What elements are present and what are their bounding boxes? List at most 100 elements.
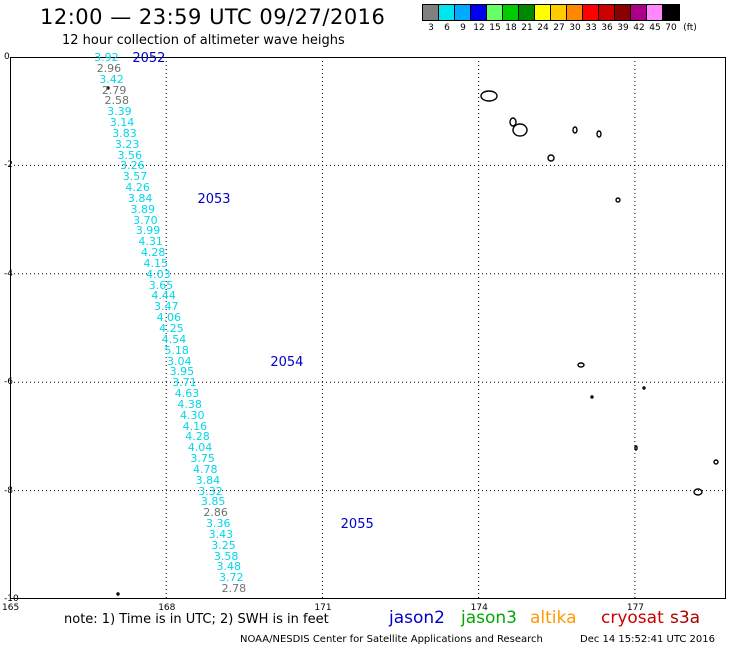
wave-height-value: 3.75 [190, 452, 215, 466]
wave-height-value: 3.57 [122, 170, 148, 184]
color-scale-label: 27 [553, 23, 565, 33]
wave-height-value: 3.48 [216, 560, 241, 574]
island-outline [596, 130, 602, 138]
latitude-tick-label: -2 [4, 160, 13, 171]
color-scale-label: 36 [601, 23, 613, 33]
wave-height-value: 4.25 [159, 322, 184, 335]
island-outline [572, 126, 578, 134]
wave-height-value: 4.63 [174, 387, 200, 401]
island-outline [116, 592, 120, 596]
wave-height-value: 2.86 [203, 506, 228, 520]
map-title: 12:00 — 23:59 UTC 09/27/2016 [40, 5, 386, 29]
color-scale-box [663, 5, 679, 20]
color-scale-box [583, 5, 599, 20]
wave-height-value: 4.30 [180, 408, 205, 422]
wave-height-value: 3.04 [166, 354, 192, 368]
latitude-tick-label: -8 [4, 485, 13, 496]
wave-height-value: 3.89 [130, 202, 156, 216]
wave-height-value: 2.96 [96, 61, 122, 75]
color-scale-label: 9 [460, 23, 466, 33]
latitude-tick-label: -4 [4, 268, 13, 279]
satellite-legend-item: cryosat [601, 608, 664, 628]
orbit-number: 2054 [270, 354, 304, 370]
wave-height-value: 3.85 [200, 495, 226, 509]
color-scale-label: 6 [444, 23, 450, 33]
latitude-tick-label: 0 [4, 52, 10, 62]
wave-height-value: 5.18 [164, 343, 189, 357]
wave-height-value: 2.78 [221, 582, 247, 596]
island-outline [590, 395, 594, 399]
wave-height-value: 3.14 [109, 116, 135, 130]
wave-height-value: 3.92 [94, 51, 119, 64]
satellite-legend-item: jason2 [389, 608, 445, 628]
color-scale-label: 18 [505, 23, 517, 33]
color-scale-box [647, 5, 663, 20]
wave-height-value: 3.47 [153, 300, 179, 314]
color-scale-label: 30 [569, 23, 581, 33]
wave-height-value: 3.84 [127, 191, 153, 205]
island-outline [512, 123, 528, 137]
island-outline [480, 90, 498, 102]
color-scale-label: 3 [428, 23, 434, 33]
color-scale-box [439, 5, 455, 20]
generation-timestamp: Dec 14 15:52:41 UTC 2016 [580, 634, 715, 645]
color-scale-label: 12 [473, 23, 485, 33]
color-scale-box [599, 5, 615, 20]
color-scale-box [423, 5, 439, 20]
credit-line: NOAA/NESDIS Center for Satellite Applica… [240, 634, 543, 645]
orbit-number: 2052 [132, 51, 166, 66]
wave-height-value: 3.65 [148, 278, 174, 292]
color-scale-label: 24 [537, 23, 549, 33]
island-outline [547, 154, 555, 162]
wave-height-value: 2.79 [101, 83, 127, 97]
footer-note: note: 1) Time is in UTC; 2) SWH is in fe… [64, 612, 329, 627]
wave-height-value: 3.84 [195, 473, 221, 487]
wave-height-value: 3.25 [211, 538, 236, 552]
wave-height-value: 4.38 [177, 397, 202, 411]
color-scale-box [551, 5, 567, 20]
wave-height-value: 3.95 [169, 365, 195, 379]
color-scale-label: 21 [521, 23, 533, 33]
wave-height-value: 3.70 [133, 213, 158, 227]
map-subtitle: 12 hour collection of altimeter wave hei… [62, 33, 345, 48]
longitude-tick-label: 165 [2, 603, 20, 613]
satellite-legend-item: altika [530, 608, 577, 628]
wave-height-value: 4.28 [185, 430, 210, 444]
wave-height-value: 4.16 [182, 419, 208, 433]
color-scale-box [567, 5, 583, 20]
color-scale-unit: (ft) [683, 23, 697, 33]
longitude-tick-label: 171 [314, 603, 332, 613]
island-outline [634, 445, 638, 451]
island-outline [642, 386, 646, 390]
wave-height-value: 3.23 [114, 137, 140, 151]
wave-height-value: 4.06 [156, 311, 182, 325]
island-outline [713, 459, 719, 465]
wave-height-value: 3.32 [198, 484, 223, 498]
latitude-tick-label: -6 [4, 377, 13, 388]
color-scale-label: 15 [489, 23, 501, 33]
color-scale-box [471, 5, 487, 20]
map-frame [10, 57, 726, 599]
satellite-legend-item: jason3 [461, 608, 517, 628]
wave-height-value: 3.99 [135, 224, 161, 238]
longitude-tick-label: 174 [470, 603, 488, 613]
wave-height-value: 4.31 [138, 235, 163, 249]
orbit-number: 2055 [340, 517, 374, 533]
color-scale-label: 39 [617, 23, 629, 33]
color-scale-boxes [422, 4, 680, 21]
wave-height-value: 4.26 [125, 181, 150, 195]
wave-height-value: 4.54 [161, 332, 187, 346]
orbit-number: 2053 [197, 191, 231, 207]
wave-height-value: 3.72 [219, 571, 244, 585]
wave-height-value: 3.71 [172, 376, 197, 390]
color-scale-box [631, 5, 647, 20]
wave-height-value: 4.03 [146, 267, 171, 281]
island-outline [615, 197, 621, 203]
wave-height-value: 3.36 [206, 517, 231, 531]
color-scale-label: 45 [649, 23, 661, 33]
wave-height-value: 3.39 [107, 105, 132, 119]
island-outline [106, 86, 110, 90]
longitude-tick-label: 168 [158, 603, 176, 613]
satellite-legend-item: s3a [670, 608, 701, 628]
